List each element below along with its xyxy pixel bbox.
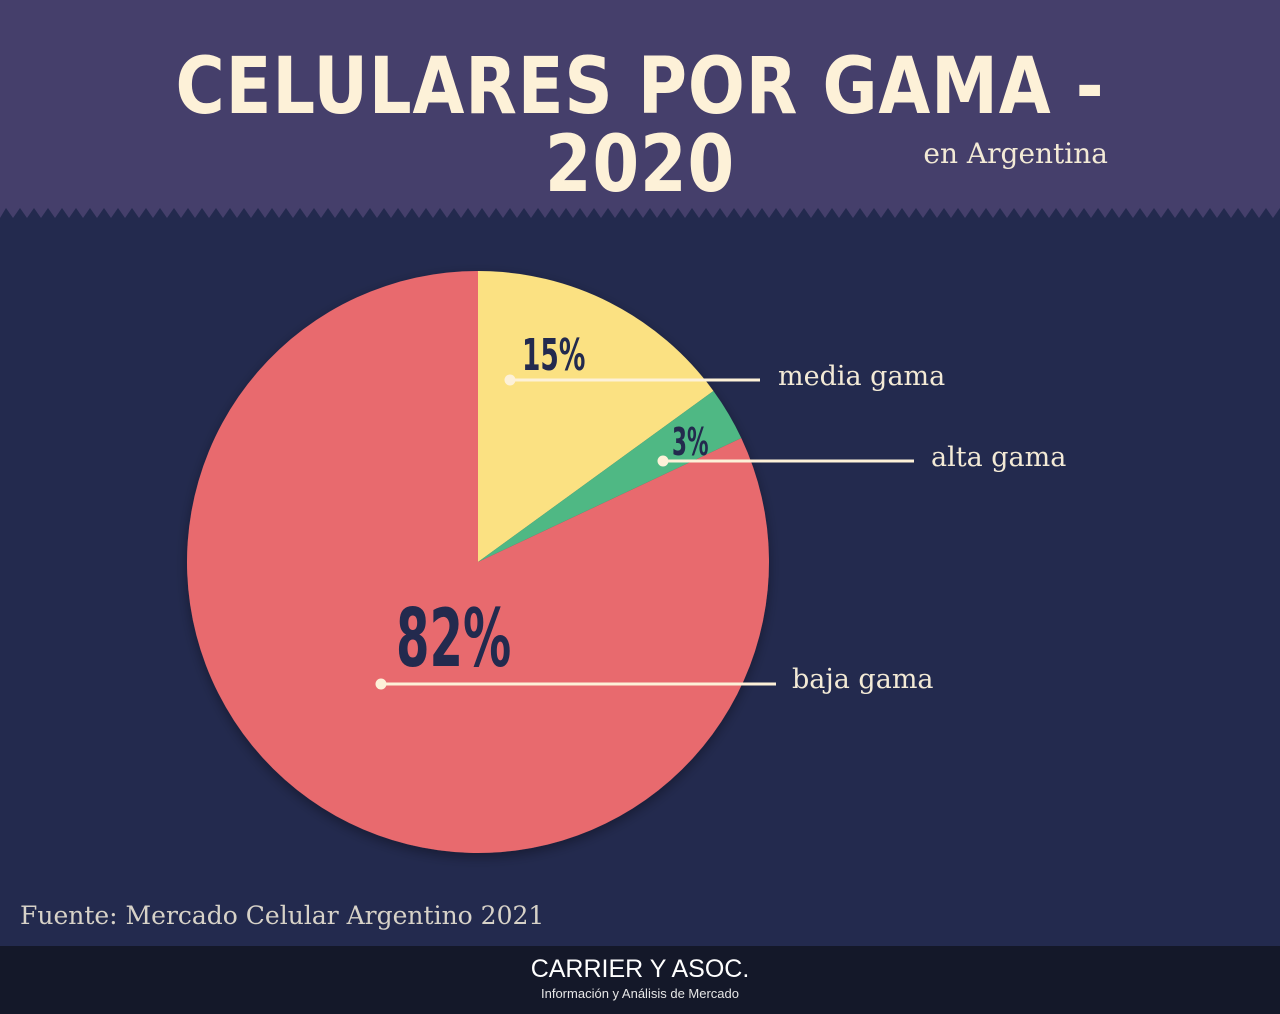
slice-name-label: baja gama [792, 664, 934, 695]
header-background [0, 0, 1280, 218]
brand-tagline: Información y Análisis de Mercado [541, 986, 739, 1001]
callout-dot-media-gama [504, 374, 516, 386]
slice-value-label: 15% [522, 330, 585, 381]
page-title: CELULARES POR GAMA - 2020 [175, 42, 1105, 210]
slice-value-label: 82% [396, 592, 511, 685]
header-banner: CELULARES POR GAMA - 2020 en Argentina [0, 0, 1280, 222]
page-subtitle: en Argentina [923, 137, 1108, 170]
slice-value-label: 3% [672, 420, 708, 464]
brand-name: CARRIER Y ASOC. [530, 955, 750, 983]
footer-bar: CARRIER Y ASOC. Información y Análisis d… [0, 946, 1280, 1014]
slice-name-label: media gama [778, 361, 945, 392]
slice-name-label: alta gama [931, 442, 1066, 473]
callout-dot-baja-gama [375, 678, 387, 690]
callout-dot-alta-gama [657, 455, 669, 467]
pie-chart: 15% media gama 3% alta gama 82% baja gama [187, 271, 1066, 853]
pie-slice-media-gama [478, 271, 714, 562]
pie-slice-baja-gama [187, 271, 770, 853]
source-note: Fuente: Mercado Celular Argentino 2021 [20, 901, 545, 930]
pie-slice-alta-gama [478, 390, 742, 562]
